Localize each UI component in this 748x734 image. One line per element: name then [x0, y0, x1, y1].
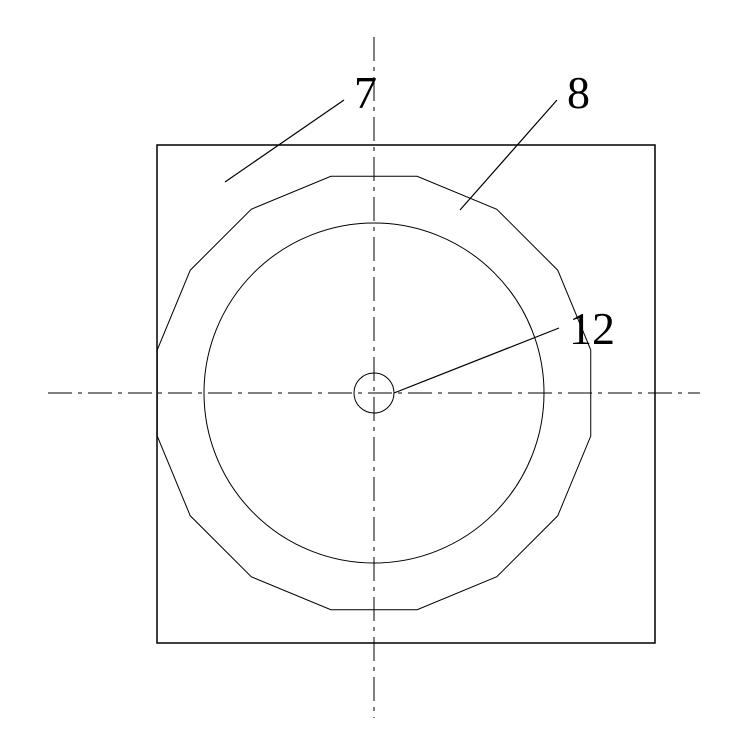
engineering-diagram: 7 8 12 [0, 0, 748, 734]
leader-line-7 [225, 100, 344, 182]
label-12: 12 [569, 303, 615, 354]
leader-line-12 [394, 328, 559, 393]
leader-line-8 [460, 100, 557, 210]
outer-square [157, 145, 655, 643]
label-8: 8 [567, 67, 590, 118]
label-7: 7 [354, 67, 377, 118]
